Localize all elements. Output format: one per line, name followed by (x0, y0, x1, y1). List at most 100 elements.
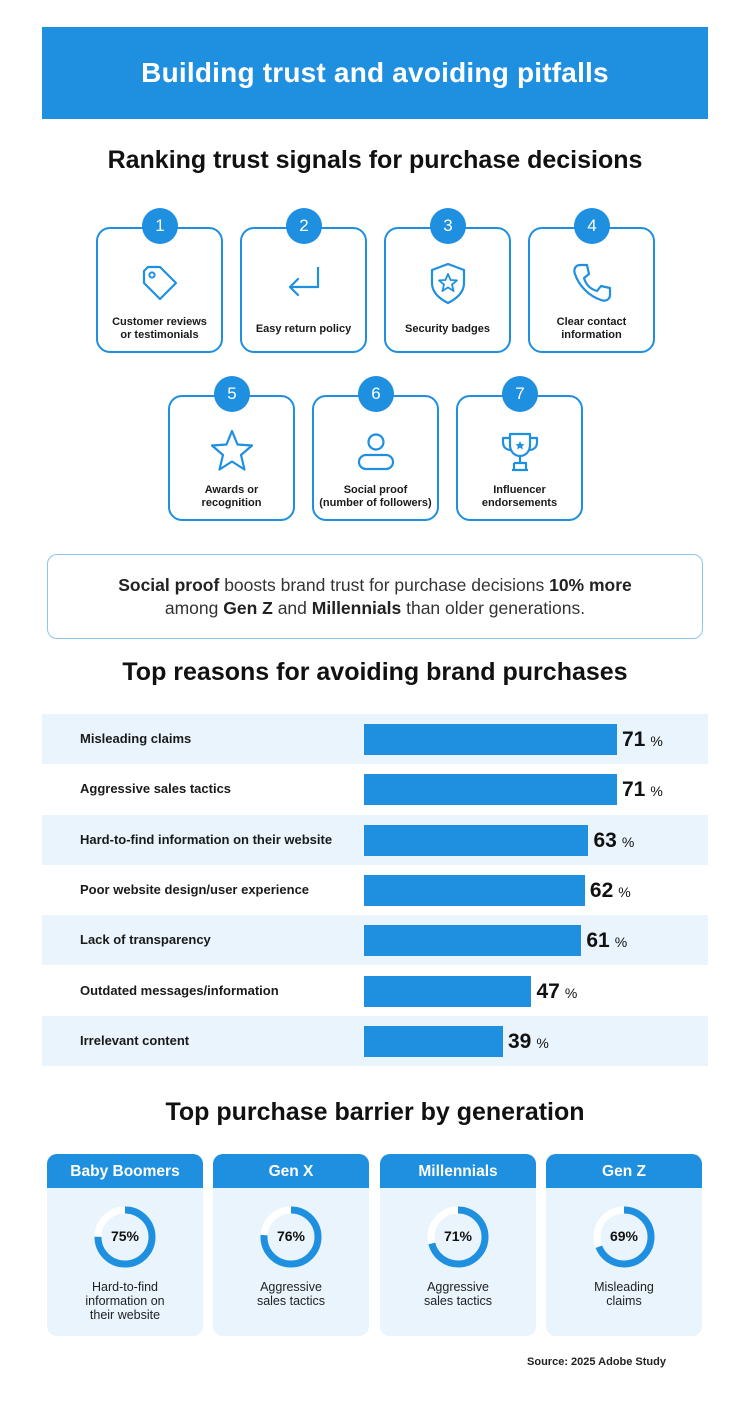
barrier-label: Aggressive sales tactics (423, 1280, 493, 1308)
trust-signal-card: 3 Security badges (384, 208, 511, 353)
category-label: Irrelevant content (80, 1032, 190, 1048)
generation-name: Gen X (213, 1154, 369, 1188)
shield-star-icon (424, 259, 472, 307)
trust-signal-label: Easy return policy (255, 322, 352, 335)
bar-row: Misleading claims 71% (42, 714, 708, 764)
value-label: 63% (593, 828, 635, 852)
rank-badge: 2 (286, 208, 322, 244)
tag-icon (136, 259, 184, 307)
donut-ring (260, 1206, 322, 1268)
bar (364, 724, 617, 755)
category-label: Poor website design/user experience (80, 881, 310, 897)
trust-signal-label: Awards or recognition (201, 484, 262, 509)
donut-value-arc (260, 1206, 322, 1268)
unit-label: % (614, 934, 628, 951)
generation-chart-title: Top purchase barrier by generation (165, 1098, 585, 1126)
donut-value-arc (593, 1206, 655, 1268)
value-label: 39% (507, 1029, 549, 1053)
generation-card: Gen X 76% Aggressive sales tactics (213, 1154, 369, 1336)
unit-label: % (564, 984, 578, 1001)
barrier-label: Hard-to-find information on their websit… (85, 1280, 165, 1322)
rank-badge: 1 (142, 208, 178, 244)
trust-signal-label: Influencer endorsements (481, 484, 558, 509)
rank-badge: 7 (502, 376, 538, 412)
user-icon (352, 427, 400, 475)
signals-heading: Ranking trust signals for purchase decis… (107, 146, 643, 174)
barrier-label: Misleading claims (594, 1280, 654, 1308)
trust-signal-card: 5 Awards or recognition (168, 376, 295, 521)
trust-signal-label: Social proof (number of followers) (319, 484, 432, 509)
callout-text-3: and (272, 597, 312, 618)
unit-label: % (618, 883, 631, 900)
bar-chart-title: Top reasons for avoiding brand purchases (122, 658, 628, 686)
bar-row: Outdated messages/information 47% (42, 966, 708, 1016)
rank-badge: 6 (358, 376, 394, 412)
bar (364, 975, 532, 1007)
bar-row: Lack of transparency 61% (42, 915, 708, 966)
category-label: Lack of transparency (80, 932, 211, 948)
callout-bold-1: Social proof (118, 574, 220, 595)
category-label: Misleading claims (80, 731, 192, 746)
category-label: Outdated messages/information (80, 982, 279, 998)
value-label: 61% (586, 929, 628, 953)
generation-card: Millennials 71% Aggressive sales tactics (380, 1154, 536, 1336)
trust-signal-card: 7 Influencer endorsements (456, 376, 583, 521)
trust-signal-card: 4 Clear contact information (528, 208, 655, 353)
percent-label: 71% (443, 1228, 473, 1244)
callout-text-2: among (164, 597, 224, 618)
trust-signal-card: 6 Social proof (number of followers) (312, 376, 439, 521)
percent-label: 75% (110, 1228, 140, 1244)
source-note: Source: 2025 Adobe Study (527, 1356, 666, 1368)
trust-signal-label: Customer reviews or testimonials (112, 316, 207, 341)
unit-label: % (650, 733, 663, 749)
phone-icon (568, 259, 616, 307)
generation-name: Millennials (380, 1154, 536, 1188)
donut-value-arc (427, 1206, 489, 1268)
value-label: 47% (536, 979, 578, 1003)
bar (364, 1025, 503, 1057)
return-arrow-icon (280, 259, 328, 307)
rank-badge: 5 (214, 376, 250, 412)
unit-label: % (650, 783, 663, 800)
generation-name: Baby Boomers (47, 1154, 203, 1188)
callout-bold-2: 10% more (549, 574, 632, 595)
social-proof-callout: Social proof boosts brand trust for purc… (47, 554, 703, 639)
callout-bold-3: Gen Z (223, 597, 273, 618)
callout-bold-4: Millennials (311, 597, 402, 618)
donut-value-arc (94, 1206, 156, 1268)
star-icon (208, 427, 256, 475)
trust-signal-card: 2 Easy return policy (240, 208, 367, 353)
callout-text-1: boosts brand trust for purchase decision… (219, 574, 550, 595)
bar-row: Hard-to-find information on their websit… (42, 814, 708, 865)
donut-ring (427, 1206, 489, 1268)
trust-signal-card: 1 Customer reviews or testimonials (96, 208, 223, 353)
category-label: Hard-to-find information on their websit… (80, 831, 333, 847)
generation-card: Baby Boomers 75% Hard-to-find information … (47, 1154, 203, 1336)
value-label: 71% (622, 778, 663, 802)
bar-row: Aggressive sales tactics 71% (42, 764, 708, 814)
value-label: 71% (622, 728, 663, 751)
category-label: Aggressive sales tactics (80, 781, 232, 797)
unit-label: % (536, 1034, 549, 1051)
rank-badge: 3 (430, 208, 466, 244)
bar (364, 874, 585, 906)
title-banner: Building trust and avoiding pitfalls (42, 27, 708, 119)
trust-signal-label: Clear contact information (556, 316, 627, 341)
percent-label: 76% (276, 1228, 306, 1244)
value-label: 62% (589, 878, 631, 902)
trophy-icon (496, 427, 544, 475)
bar-row: Poor website design/user experience 62% (42, 865, 708, 915)
bar-row: Irrelevant content 39% (42, 1015, 708, 1066)
percent-label: 69% (609, 1228, 639, 1244)
donut-ring (94, 1206, 156, 1268)
callout-text-4: than older generations. (401, 597, 586, 618)
barrier-label: Aggressive sales tactics (256, 1280, 326, 1308)
trust-signal-label: Security badges (405, 322, 490, 335)
bar (364, 774, 617, 806)
generation-card: Gen Z 69% Misleading claims (546, 1154, 702, 1336)
unit-label: % (621, 833, 635, 850)
bar (364, 925, 582, 957)
donut-ring (593, 1206, 655, 1268)
rank-badge: 4 (574, 208, 610, 244)
generation-name: Gen Z (546, 1154, 702, 1188)
